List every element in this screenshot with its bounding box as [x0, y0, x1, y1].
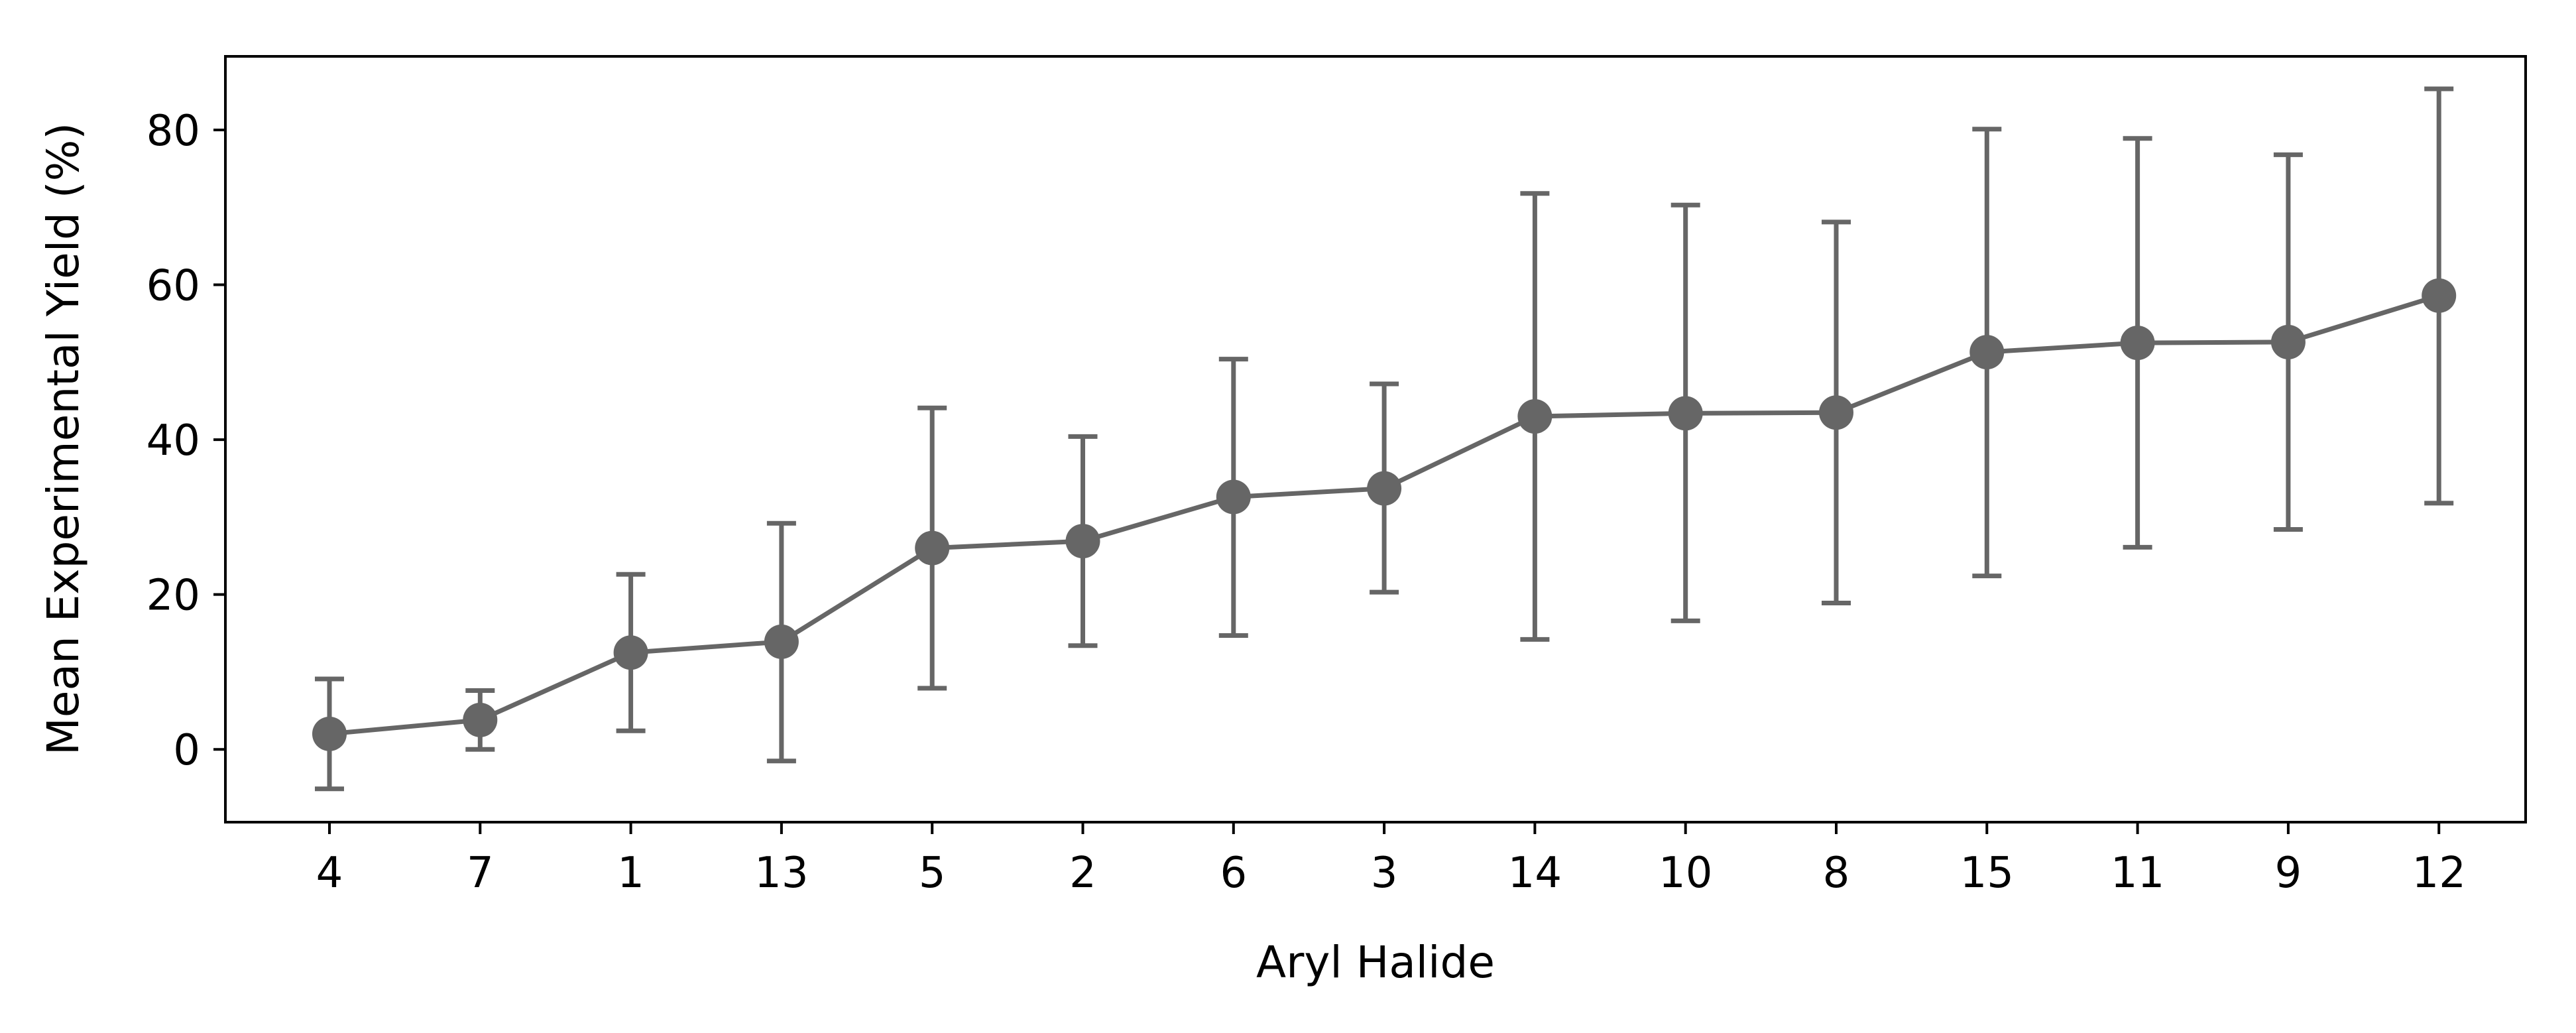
y-tick-label: 0 [173, 726, 200, 775]
data-point [463, 702, 498, 737]
data-point [915, 530, 950, 566]
x-tick-label: 13 [754, 849, 808, 898]
data-point [312, 716, 347, 751]
x-tick-label: 4 [316, 849, 343, 898]
y-axis-label: Mean Experimental Yield (%) [38, 123, 89, 755]
data-point [2120, 326, 2155, 361]
x-tick-label: 6 [1220, 849, 1247, 898]
data-point [1065, 524, 1100, 559]
x-tick-label: 14 [1508, 849, 1562, 898]
data-point [1668, 396, 1703, 431]
y-tick-label: 60 [146, 262, 200, 311]
x-tick-label: 2 [1069, 849, 1096, 898]
x-tick-label: 3 [1371, 849, 1398, 898]
data-point [1517, 399, 1552, 434]
plot-frame [224, 55, 2527, 823]
y-tick-label: 40 [146, 416, 200, 465]
x-tick-label: 9 [2275, 849, 2302, 898]
x-tick-label: 15 [1960, 849, 2014, 898]
x-tick-label: 10 [1659, 849, 1712, 898]
data-point [1819, 395, 1853, 430]
data-point [613, 635, 648, 670]
y-tick-label: 20 [146, 572, 200, 621]
data-point [2270, 324, 2306, 359]
x-tick-label: 7 [467, 849, 494, 898]
data-point [1367, 471, 1402, 506]
data-point [764, 624, 799, 659]
x-tick-label: 12 [2412, 849, 2465, 898]
y-tick-label: 80 [146, 107, 200, 156]
data-point [2422, 278, 2457, 313]
x-tick-label: 11 [2111, 849, 2164, 898]
data-point [1216, 479, 1251, 515]
x-tick-label: 5 [919, 849, 946, 898]
x-tick-label: 1 [617, 849, 644, 898]
x-tick-label: 8 [1823, 849, 1850, 898]
data-point [1969, 335, 2005, 370]
x-axis-label: Aryl Halide [1256, 937, 1495, 988]
